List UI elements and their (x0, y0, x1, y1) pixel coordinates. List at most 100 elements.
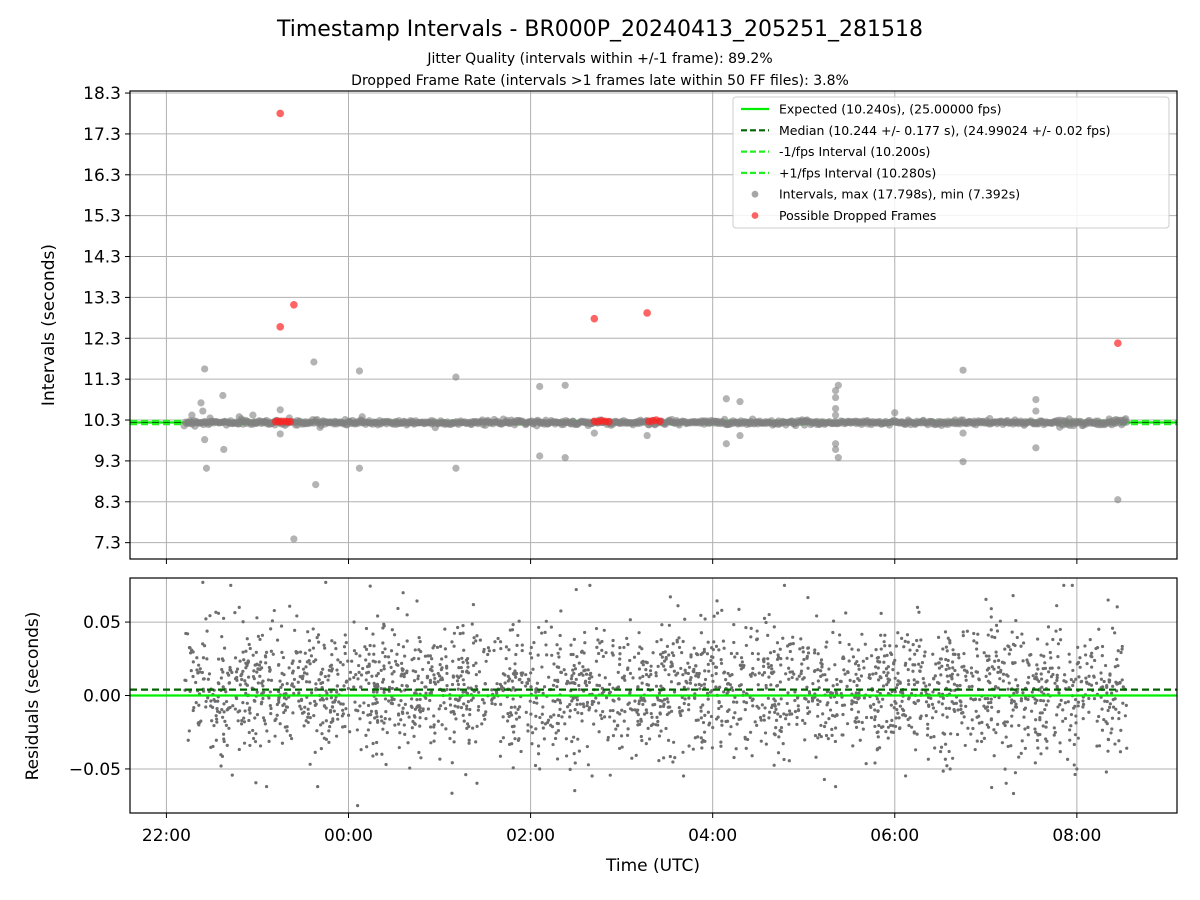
residual-point (718, 685, 722, 689)
residual-point (1014, 678, 1018, 682)
residual-point (680, 651, 684, 655)
residual-point (623, 710, 627, 714)
residual-point (1006, 744, 1010, 749)
residual-point (510, 679, 514, 683)
residual-point (1021, 641, 1026, 645)
residual-point (243, 709, 247, 713)
residual-point (222, 710, 226, 714)
residual-point (317, 678, 321, 682)
residual-point (712, 614, 716, 618)
residual-point (1009, 701, 1014, 705)
residual-point (665, 644, 670, 648)
residual-point (419, 756, 423, 760)
residual-point (1076, 704, 1080, 708)
residual-point (324, 580, 328, 585)
residual-point (1123, 714, 1127, 718)
residual-point (668, 754, 672, 759)
residual-point (683, 668, 687, 672)
residual-point (1004, 735, 1008, 739)
residual-point (989, 700, 993, 705)
residual-point (973, 697, 977, 702)
residual-point (305, 660, 310, 664)
residual-point (845, 722, 850, 726)
residual-point (1049, 656, 1053, 660)
residual-point (753, 720, 757, 724)
residual-point (570, 739, 574, 744)
residual-point (987, 654, 991, 658)
residual-point (344, 640, 348, 645)
residual-point (390, 686, 394, 691)
residual-point (1055, 678, 1059, 682)
residual-point (722, 690, 726, 694)
intervals-y-tick-label: 8.3 (94, 493, 121, 513)
legend-dot-swatch (751, 190, 759, 198)
residual-point (1087, 674, 1091, 678)
residual-point (906, 717, 910, 722)
residual-point (750, 754, 754, 758)
residual-point (509, 705, 513, 709)
residual-point (307, 680, 312, 684)
residual-point (1115, 657, 1119, 661)
residual-point (208, 614, 212, 618)
residual-point (705, 691, 710, 695)
residual-point (1048, 650, 1052, 655)
residual-point (841, 656, 845, 660)
residual-point (918, 669, 922, 673)
residual-point (886, 677, 890, 681)
residual-point (600, 716, 604, 721)
residual-point (212, 723, 216, 728)
residual-point (329, 696, 333, 700)
residual-point (269, 627, 273, 631)
residual-point (835, 682, 839, 687)
dropped-frame-point (286, 417, 295, 426)
residual-point (687, 744, 691, 748)
residual-point (1121, 701, 1125, 705)
residual-point (486, 646, 491, 650)
residual-point (237, 747, 241, 752)
residual-point (820, 665, 824, 669)
residual-point (827, 667, 831, 671)
residual-point (687, 665, 692, 669)
residual-point (438, 704, 443, 708)
residual-point (1068, 728, 1072, 732)
residual-point (268, 690, 272, 694)
residual-point (235, 675, 239, 680)
residual-point (553, 699, 557, 704)
residual-point (785, 656, 789, 660)
residual-point (903, 663, 907, 667)
residual-point (1033, 727, 1037, 731)
residual-point (272, 608, 276, 613)
residual-point (248, 646, 252, 651)
residual-point (335, 712, 340, 717)
residual-point (501, 736, 505, 740)
residual-point (281, 655, 286, 660)
residual-point (938, 657, 943, 661)
residual-point (310, 691, 314, 695)
residual-point (385, 731, 389, 735)
residual-point (371, 702, 375, 706)
residual-point (775, 641, 780, 645)
residual-point (1076, 736, 1080, 740)
residual-point (242, 658, 246, 662)
residual-point (536, 744, 541, 748)
residual-point (341, 712, 345, 716)
residual-point (396, 713, 401, 717)
residual-point (639, 734, 643, 739)
residual-point (945, 663, 950, 667)
residual-point (1105, 691, 1109, 695)
residual-point (989, 615, 993, 619)
residual-point (879, 633, 883, 637)
residual-point (207, 689, 211, 694)
residual-point (285, 705, 290, 709)
residual-point (334, 646, 338, 651)
residual-point (776, 655, 781, 660)
residual-point (787, 759, 791, 763)
residual-point (1074, 698, 1078, 702)
residual-point (728, 732, 732, 736)
residual-point (341, 725, 345, 729)
residual-point (313, 699, 317, 703)
residual-point (854, 691, 858, 695)
residual-point (1092, 674, 1096, 678)
residual-point (260, 666, 264, 670)
residual-point (403, 702, 407, 706)
